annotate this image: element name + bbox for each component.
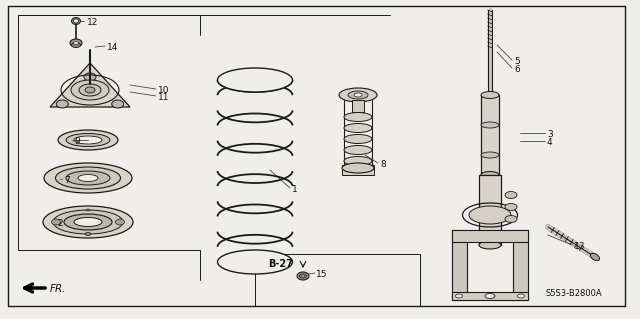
Ellipse shape: [505, 204, 517, 211]
Ellipse shape: [56, 167, 120, 189]
Bar: [479, 175, 501, 245]
Ellipse shape: [505, 191, 517, 198]
Ellipse shape: [115, 219, 125, 225]
Ellipse shape: [51, 219, 61, 225]
Ellipse shape: [74, 19, 79, 23]
Text: 5: 5: [514, 57, 520, 66]
Bar: [481, 95, 499, 175]
Polygon shape: [50, 63, 130, 107]
Bar: [352, 100, 364, 112]
Ellipse shape: [354, 93, 362, 97]
Text: 8: 8: [380, 160, 386, 169]
Ellipse shape: [84, 73, 96, 81]
Ellipse shape: [344, 145, 372, 154]
Ellipse shape: [479, 241, 501, 249]
Text: 1: 1: [292, 185, 298, 194]
Ellipse shape: [344, 123, 372, 132]
Ellipse shape: [71, 80, 109, 100]
Bar: [452, 292, 528, 300]
Ellipse shape: [218, 250, 292, 274]
Ellipse shape: [456, 294, 463, 298]
Ellipse shape: [339, 88, 377, 102]
Ellipse shape: [64, 214, 112, 230]
Ellipse shape: [43, 206, 133, 238]
Ellipse shape: [481, 122, 499, 128]
Ellipse shape: [485, 293, 495, 299]
Text: 12: 12: [87, 18, 99, 27]
Ellipse shape: [481, 152, 499, 158]
Bar: [342, 165, 374, 175]
Text: 7: 7: [64, 176, 70, 185]
Ellipse shape: [518, 294, 525, 298]
Ellipse shape: [70, 39, 82, 47]
Text: 13: 13: [574, 242, 586, 251]
Text: 9: 9: [74, 137, 80, 146]
Text: 4: 4: [547, 138, 552, 147]
Ellipse shape: [74, 218, 102, 226]
Ellipse shape: [300, 274, 307, 278]
Ellipse shape: [72, 42, 81, 48]
Ellipse shape: [85, 233, 91, 235]
Text: 10: 10: [158, 86, 170, 95]
Ellipse shape: [74, 136, 102, 144]
Ellipse shape: [78, 174, 98, 182]
Ellipse shape: [85, 87, 95, 93]
Ellipse shape: [218, 68, 292, 92]
Ellipse shape: [591, 253, 600, 261]
Ellipse shape: [56, 100, 68, 108]
Ellipse shape: [469, 206, 511, 224]
Ellipse shape: [66, 171, 110, 185]
Ellipse shape: [112, 100, 124, 108]
Bar: [452, 230, 467, 300]
Ellipse shape: [481, 172, 499, 179]
Ellipse shape: [79, 84, 101, 96]
Ellipse shape: [297, 272, 309, 280]
Ellipse shape: [342, 163, 374, 173]
Text: 6: 6: [514, 65, 520, 74]
Text: 2: 2: [57, 219, 63, 228]
Ellipse shape: [344, 113, 372, 122]
Text: 14: 14: [107, 43, 118, 52]
Text: 3: 3: [547, 130, 553, 139]
Ellipse shape: [344, 135, 372, 144]
Ellipse shape: [481, 92, 499, 99]
Bar: [513, 230, 528, 300]
Ellipse shape: [53, 210, 123, 234]
Ellipse shape: [348, 91, 368, 99]
Ellipse shape: [344, 157, 372, 166]
Text: B-27: B-27: [268, 259, 293, 269]
Ellipse shape: [505, 216, 517, 222]
Text: 11: 11: [158, 93, 170, 102]
Ellipse shape: [66, 133, 110, 146]
Bar: [452, 230, 528, 242]
Ellipse shape: [58, 130, 118, 150]
Ellipse shape: [72, 18, 81, 25]
Ellipse shape: [44, 163, 132, 193]
Text: FR.: FR.: [50, 284, 67, 294]
Ellipse shape: [74, 41, 79, 44]
Ellipse shape: [301, 275, 305, 277]
Text: 15: 15: [316, 270, 328, 279]
Ellipse shape: [86, 209, 90, 211]
Text: S5S3-B2800A: S5S3-B2800A: [545, 289, 602, 298]
